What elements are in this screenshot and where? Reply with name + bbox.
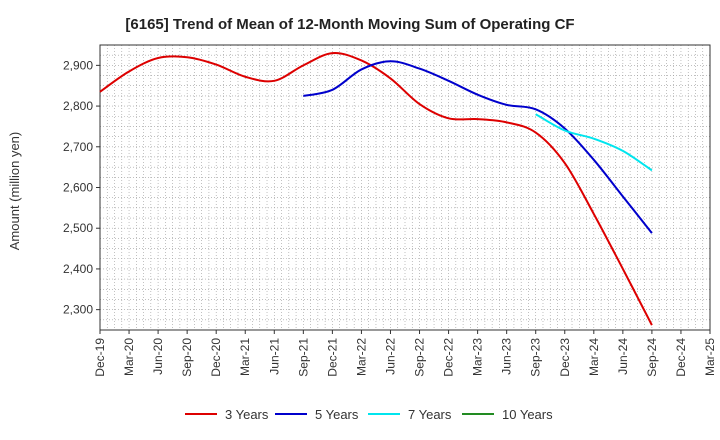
legend-label-3-years: 3 Years	[225, 407, 269, 422]
x-tick-label: Dec-22	[442, 338, 456, 377]
x-tick-label: Sep-20	[180, 338, 194, 377]
x-tick-label: Mar-23	[471, 338, 485, 376]
legend-label-7-years: 7 Years	[408, 407, 452, 422]
x-tick-label: Mar-20	[122, 338, 136, 376]
legend: 3 Years 5 Years 7 Years 10 Years	[185, 407, 553, 422]
y-tick-label: 2,800	[63, 99, 93, 113]
y-tick-label: 2,400	[63, 262, 93, 276]
y-tick-label: 2,900	[63, 58, 93, 72]
x-tick-label: Mar-25	[703, 338, 717, 376]
x-tick-label: Dec-24	[674, 338, 688, 377]
y-axis-label: Amount (million yen)	[7, 132, 22, 251]
x-tick-label: Sep-23	[529, 338, 543, 377]
x-tick-label: Mar-21	[238, 338, 252, 376]
y-tick-label: 2,600	[63, 181, 93, 195]
x-tick-label: Mar-22	[354, 338, 368, 376]
x-tick-label: Dec-23	[558, 338, 572, 377]
x-tick-label: Jun-21	[267, 338, 281, 375]
x-tick-label: Dec-19	[93, 338, 107, 377]
x-tick-label: Sep-24	[645, 338, 659, 377]
x-tick-label: Sep-22	[413, 338, 427, 377]
x-tick-label: Jun-20	[151, 338, 165, 375]
x-tick-label: Mar-24	[587, 338, 601, 376]
legend-label-10-years: 10 Years	[502, 407, 553, 422]
x-tick-label: Jun-22	[383, 338, 397, 375]
x-tick-label: Jun-23	[500, 338, 514, 375]
chart-title: [6165] Trend of Mean of 12-Month Moving …	[125, 16, 574, 33]
plot-area: 2,300 2,400 2,500 2,600 2,700 2,800 2,900 Dec-1…	[63, 44, 717, 377]
y-tick-label: 2,700	[63, 140, 93, 154]
x-tick-label: Jun-24	[616, 338, 630, 375]
x-tick-label: Sep-21	[296, 338, 310, 377]
series-line-3-years	[99, 52, 653, 326]
y-tick-label: 2,500	[63, 221, 93, 235]
x-tick-label: Dec-21	[325, 338, 339, 377]
series-line-7-years	[535, 113, 653, 172]
y-tick-label: 2,300	[63, 303, 93, 317]
legend-label-5-years: 5 Years	[315, 407, 359, 422]
series-line-5-years	[303, 60, 653, 234]
x-tick-label: Dec-20	[209, 338, 223, 377]
